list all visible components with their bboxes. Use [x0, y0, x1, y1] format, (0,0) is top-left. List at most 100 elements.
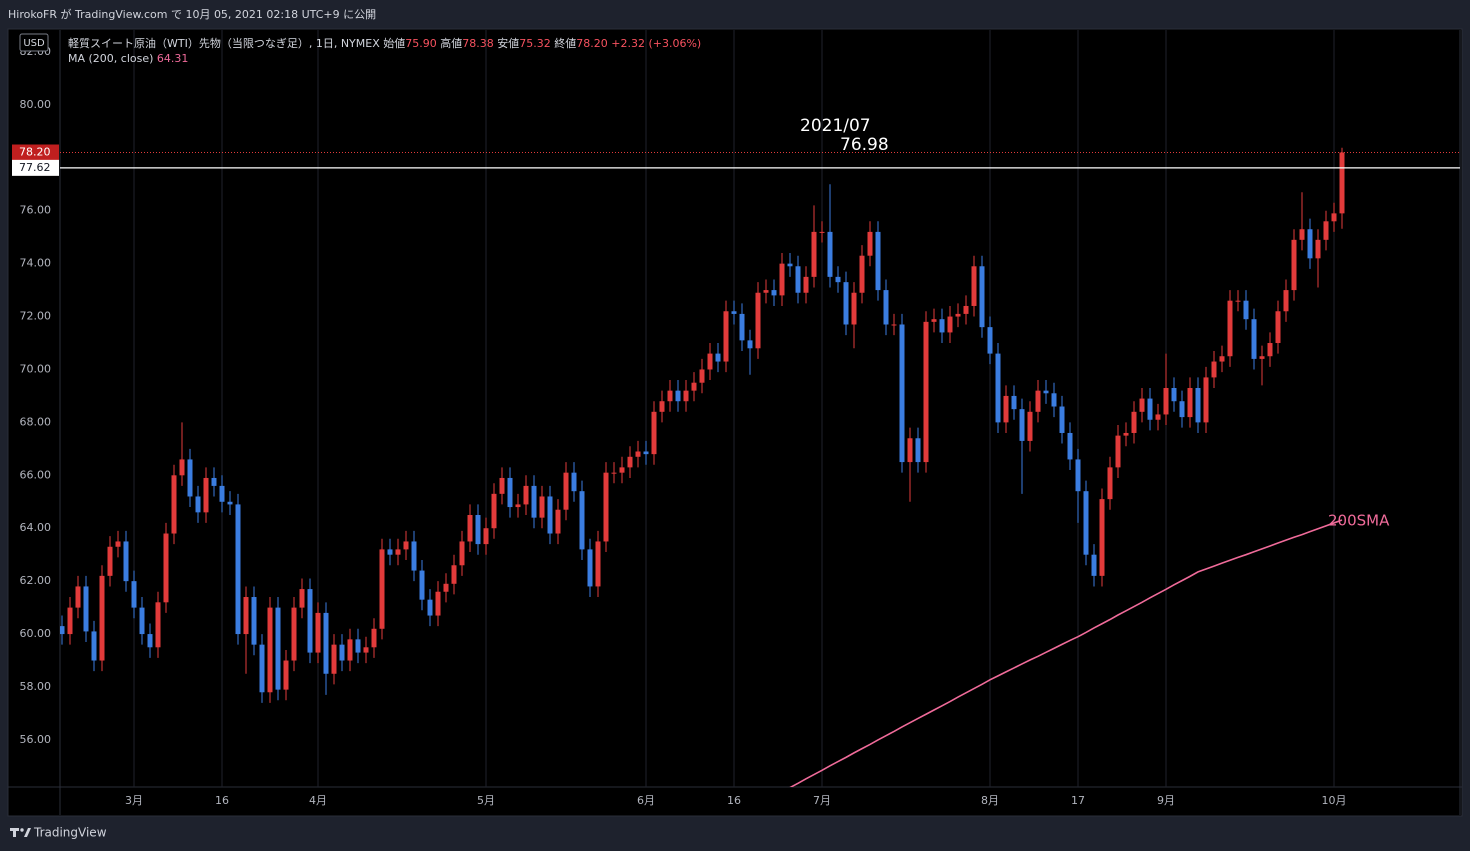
candle-body	[851, 292, 857, 325]
last-price-badge	[12, 144, 59, 161]
candle-body	[867, 231, 873, 256]
x-tick-label: 17	[1071, 794, 1085, 807]
candle-body	[363, 647, 369, 653]
candle-body	[1171, 387, 1177, 402]
candle-body	[987, 327, 993, 354]
candle-body	[859, 255, 865, 293]
candle-body	[755, 292, 761, 349]
annotation: 76.98	[840, 135, 889, 155]
ma-name: MA (200, close)	[68, 52, 154, 65]
candle-body	[323, 612, 329, 674]
candle-body	[1083, 491, 1089, 555]
candle-body	[259, 644, 265, 693]
candle-body	[707, 353, 713, 370]
x-tick-label: 8月	[981, 794, 999, 807]
candle-body	[1035, 390, 1041, 412]
candle-body	[1163, 387, 1169, 415]
candle-body	[155, 602, 161, 648]
candle-body	[1179, 401, 1185, 418]
candle-body	[267, 607, 273, 693]
x-tick-label: 7月	[813, 794, 831, 807]
ma-annotation: 200SMA	[1328, 512, 1390, 530]
candle-body	[771, 290, 777, 296]
candle-body	[131, 581, 137, 608]
candle-body	[635, 451, 641, 457]
candle-body	[883, 290, 889, 325]
candle-body	[1307, 229, 1313, 259]
candle-body	[1243, 300, 1249, 320]
candle-body	[1275, 311, 1281, 344]
candle-body	[419, 570, 425, 600]
candle-body	[291, 607, 297, 661]
candle-body	[339, 644, 345, 661]
candle-body	[587, 549, 593, 587]
candle-body	[1067, 432, 1073, 460]
candle-body	[899, 324, 905, 463]
candle-body	[1251, 319, 1257, 359]
candle-body	[675, 390, 681, 402]
candle-body	[995, 353, 1001, 423]
candle-body	[947, 316, 953, 333]
candle-body	[315, 612, 321, 653]
candle-body	[1123, 432, 1129, 436]
candle-body	[235, 504, 241, 635]
high-value: 78.38	[462, 37, 494, 50]
candle-body	[283, 660, 289, 690]
candle-body	[1003, 395, 1009, 423]
candle-body	[307, 589, 313, 653]
candle-body	[203, 477, 209, 513]
candle-body	[659, 401, 665, 412]
y-tick-label: 62.00	[20, 574, 52, 587]
candle-body	[819, 231, 825, 233]
candle-body	[83, 586, 89, 632]
candle-body	[379, 549, 385, 629]
candle-body	[547, 496, 553, 534]
candle-body	[123, 541, 129, 582]
candle-body	[211, 477, 217, 486]
candle-body	[387, 549, 393, 555]
candle-body	[251, 597, 257, 645]
candle-body	[275, 607, 281, 690]
candle-body	[963, 305, 969, 314]
x-tick-label: 9月	[1157, 794, 1175, 807]
candle-body	[787, 263, 793, 267]
candle-body	[1235, 300, 1241, 302]
candle-body	[331, 644, 337, 674]
candle-body	[891, 324, 897, 326]
candle-body	[907, 438, 913, 463]
candle-body	[523, 485, 529, 505]
candle-body	[555, 509, 561, 534]
candle-body	[1131, 411, 1137, 433]
candle-body	[99, 575, 105, 661]
candle-body	[1051, 393, 1057, 407]
candle-body	[699, 369, 705, 383]
candle-body	[931, 319, 937, 322]
candle-body	[435, 591, 441, 616]
candle-body	[1219, 356, 1225, 362]
candle-body	[827, 231, 833, 277]
close-label: 終値	[554, 37, 577, 50]
candle-body	[1259, 356, 1265, 359]
candle-body	[923, 321, 929, 463]
candle-body	[643, 451, 649, 455]
candle-body	[1147, 398, 1153, 420]
published: HirokoFR が TradingView.com で 10月 05, 202…	[8, 7, 376, 21]
plot	[60, 147, 1460, 787]
x-tick-label: 4月	[309, 794, 327, 807]
candle-body	[571, 472, 577, 492]
currency-badge	[19, 33, 49, 52]
candle-body	[91, 631, 97, 661]
low-value: 75.32	[519, 37, 551, 50]
candle-body	[723, 311, 729, 362]
candle-body	[691, 382, 697, 391]
candle-body	[875, 231, 881, 291]
chart-frame	[7, 28, 1463, 817]
close-value: 78.20	[576, 37, 608, 50]
candle-body	[371, 628, 377, 648]
candle-body	[219, 485, 225, 502]
x-tick-label: 5月	[477, 794, 495, 807]
candle-body	[67, 607, 73, 635]
y-tick-label: 80.00	[20, 98, 52, 111]
candle-body	[115, 541, 121, 547]
